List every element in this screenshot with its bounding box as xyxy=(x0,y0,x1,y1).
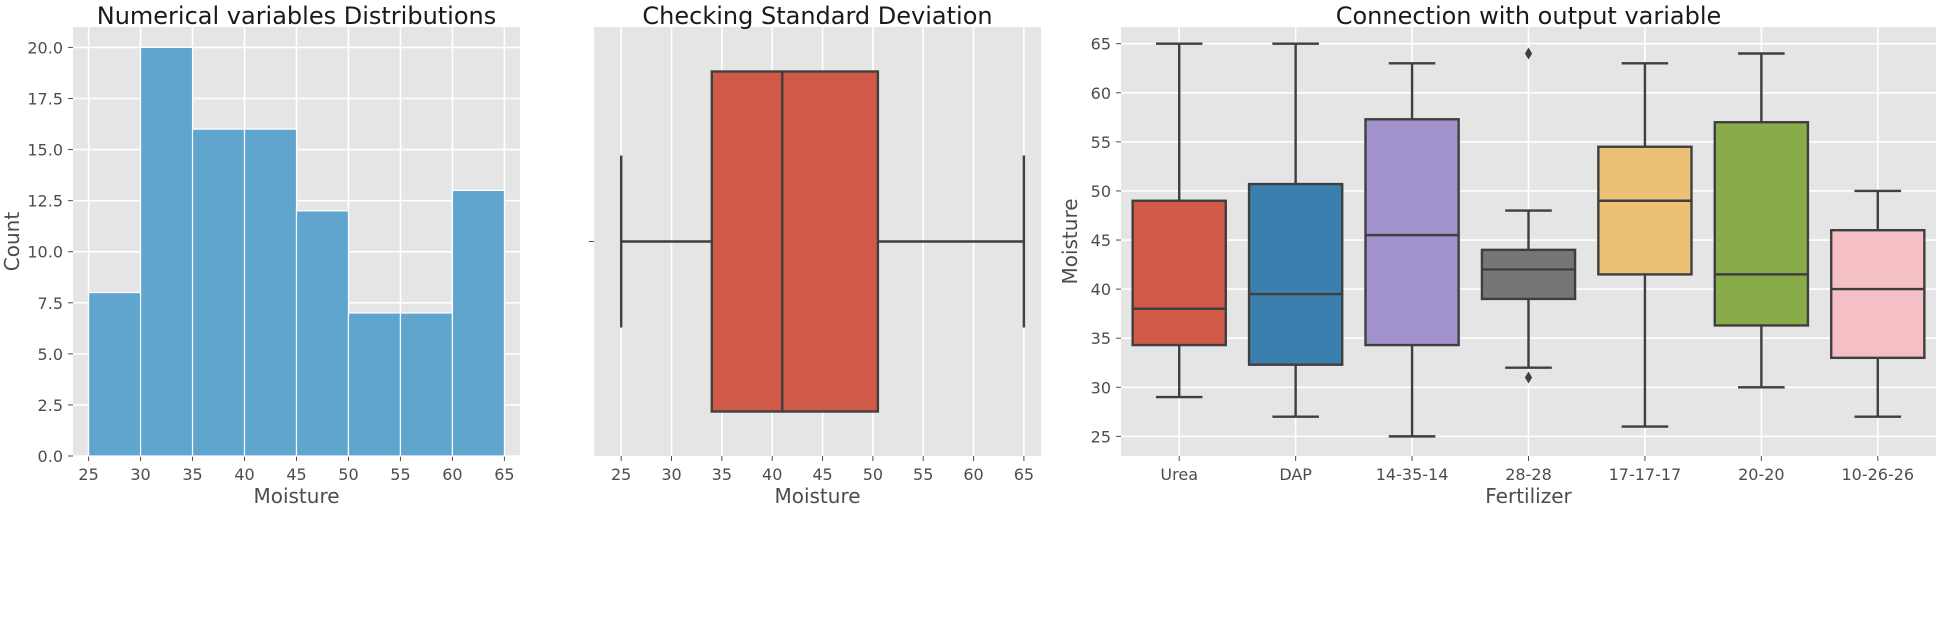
x-tick-label: 40 xyxy=(234,465,254,484)
outlier-point xyxy=(1524,47,1533,60)
grouped-boxplot-panel: 25 30 35 40 45 50 55 60 65 Urea DAP 14-35-14 28-28 17… xyxy=(1058,2,1936,508)
x-tick-label: 45 xyxy=(812,465,832,484)
iqr-box-14-35-14 xyxy=(1364,118,1460,347)
y-tick-label: 17.5 xyxy=(27,90,63,109)
y-tick-label: 60 xyxy=(1091,84,1111,103)
x-tick-label: 40 xyxy=(762,465,782,484)
histogram-bar xyxy=(399,312,454,457)
chart-title: Connection with output variable xyxy=(1336,2,1722,30)
x-tick-label: 60 xyxy=(442,465,462,484)
histogram-bar xyxy=(347,312,402,457)
y-tick-label: 40 xyxy=(1091,280,1111,299)
y-tick-label: 30 xyxy=(1091,378,1111,397)
y-tick-label: 25 xyxy=(1091,427,1111,446)
histogram-bar xyxy=(295,210,350,457)
x-tick-label: 65 xyxy=(1014,465,1034,484)
y-tick-label: 45 xyxy=(1091,231,1111,250)
x-axis-label: Moisture xyxy=(253,484,339,508)
y-axis-label: Moisture xyxy=(1058,198,1082,284)
x-tick-label: 14-35-14 xyxy=(1376,465,1449,484)
y-tick-label: 15.0 xyxy=(27,141,63,160)
x-tick-label: Urea xyxy=(1160,465,1198,484)
chart-title: Checking Standard Deviation xyxy=(642,2,992,30)
iqr-box-28-28 xyxy=(1480,248,1577,301)
x-tick-label: 28-28 xyxy=(1505,465,1552,484)
y-tick-label: 5.0 xyxy=(38,345,63,364)
y-tick-label: 35 xyxy=(1091,329,1111,348)
histogram-bar xyxy=(87,291,142,457)
y-tick-label: 7.5 xyxy=(38,294,63,313)
boxplot-panel: 25 30 35 40 45 50 55 60 65 Checking Standard Devi… xyxy=(589,2,1041,508)
x-tick-label: 50 xyxy=(863,465,883,484)
histogram-bar xyxy=(191,128,246,457)
histogram-bar xyxy=(243,128,298,457)
y-axis-label: Count xyxy=(0,212,24,272)
x-tick-label: 45 xyxy=(286,465,306,484)
x-tick-label: 10-26-26 xyxy=(1841,465,1914,484)
x-tick-label: 60 xyxy=(963,465,983,484)
outlier-point xyxy=(1524,371,1533,384)
y-tick-label: 0.0 xyxy=(38,447,63,466)
x-tick-label: 17-17-17 xyxy=(1609,465,1682,484)
x-tick-label: 55 xyxy=(913,465,933,484)
iqr-box-DAP xyxy=(1247,182,1344,366)
y-tick-label: 20.0 xyxy=(27,38,63,57)
histogram-bar xyxy=(139,46,194,457)
x-tick-label: 35 xyxy=(182,465,202,484)
iqr-box-20-20 xyxy=(1713,121,1810,327)
iqr-box xyxy=(710,70,880,413)
iqr-box-17-17-17 xyxy=(1597,145,1693,276)
iqr-box-Urea xyxy=(1131,199,1227,347)
x-tick-label: 25 xyxy=(78,465,98,484)
x-tick-label: 20-20 xyxy=(1738,465,1785,484)
x-tick-label: DAP xyxy=(1279,465,1312,484)
y-tick-label: 55 xyxy=(1091,133,1111,152)
x-tick-label: 55 xyxy=(390,465,410,484)
y-tick-label: 65 xyxy=(1091,35,1111,54)
x-tick-label: 50 xyxy=(338,465,358,484)
y-tick-label: 2.5 xyxy=(38,396,63,415)
y-tick-label: 50 xyxy=(1091,182,1111,201)
x-axis-label: Moisture xyxy=(774,484,860,508)
iqr-box-10-26-26 xyxy=(1830,229,1926,360)
y-tick-label: 10.0 xyxy=(27,243,63,262)
x-tick-label: 30 xyxy=(130,465,150,484)
x-axis-label: Fertilizer xyxy=(1485,484,1572,508)
x-tick-label: 30 xyxy=(661,465,681,484)
histogram-bar xyxy=(451,189,506,457)
x-tick-label: 65 xyxy=(494,465,514,484)
y-tick-label: 12.5 xyxy=(27,192,63,211)
chart-title: Numerical variables Distributions xyxy=(97,2,497,30)
histogram-panel: 0.0 2.5 5.0 7.5 10.0 12.5 15.0 17.5 20.0 25 30 35 40… xyxy=(0,2,520,508)
x-tick-label: 35 xyxy=(712,465,732,484)
x-tick-label: 25 xyxy=(611,465,631,484)
